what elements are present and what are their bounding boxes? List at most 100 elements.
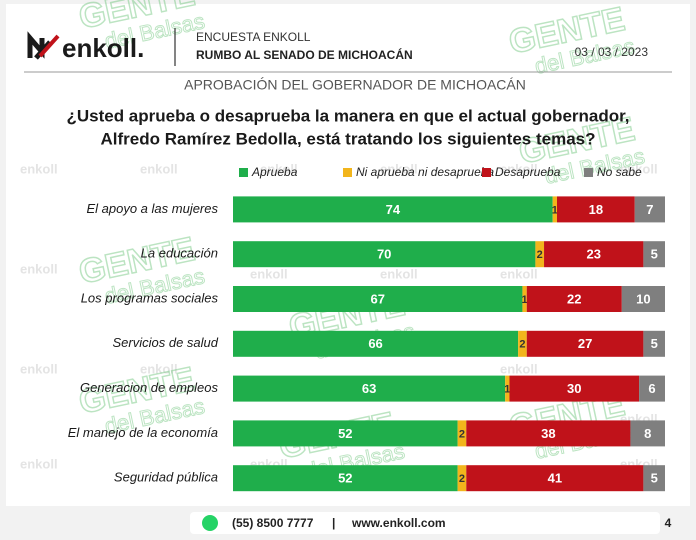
footer-separator: |	[332, 516, 335, 530]
legend-label: Aprueba	[251, 165, 298, 179]
bar-segment	[544, 241, 644, 268]
bar-segment	[233, 196, 553, 223]
data-label: 2	[537, 249, 543, 261]
data-label: 67	[370, 291, 384, 306]
category-label: La educación	[141, 246, 218, 261]
page-number: 4	[665, 516, 672, 530]
bar-segment	[557, 196, 635, 223]
chart-subtitle: APROBACIÓN DEL GOBERNADOR DE MICHOACÁN	[184, 77, 526, 93]
chart-title: Alfredo Ramírez Bedolla, está tratando l…	[100, 129, 595, 148]
background-watermark: enkoll	[20, 161, 58, 176]
background-watermark: enkoll	[380, 266, 418, 281]
footer-phone: (55) 8500 7777	[232, 516, 314, 530]
background-watermark: enkoll	[260, 161, 298, 176]
category-label: Generacion de empleos	[80, 380, 219, 395]
legend-label: Ni aprueba ni desaprueba	[356, 165, 494, 179]
data-label: 1	[552, 204, 558, 216]
background-watermark: enkoll	[500, 266, 538, 281]
data-label: 23	[586, 247, 600, 262]
data-label: 74	[386, 202, 401, 217]
bar-segment	[526, 286, 622, 312]
chart: Aprueba Ni aprueba ni desaprueba Desaprueb…	[68, 165, 665, 492]
category-label: El manejo de la economía	[68, 425, 218, 440]
date: 03 / 03 / 2023	[575, 45, 649, 59]
data-label: 52	[338, 471, 352, 486]
survey-topic: RUMBO AL SENADO DE MICHOACÁN	[196, 47, 413, 62]
bar-segment	[639, 375, 665, 402]
background-watermark: enkoll	[250, 266, 288, 281]
bar-segment	[643, 241, 665, 268]
logo-accent	[38, 34, 60, 58]
background-watermark: enkoll	[380, 161, 418, 176]
legend-swatch	[343, 168, 352, 177]
bar-segment	[634, 196, 665, 223]
background-watermark: enkoll	[20, 361, 58, 376]
data-label: 5	[651, 247, 658, 262]
bar-segment	[457, 420, 467, 447]
data-label: 5	[651, 471, 658, 486]
bar-segment	[518, 330, 527, 357]
background-watermark: enkoll	[140, 361, 178, 376]
footer-bar	[190, 512, 660, 534]
data-label: 1	[504, 384, 510, 396]
bar-segment	[466, 420, 631, 447]
data-label: 63	[362, 381, 376, 396]
bar-segment	[535, 241, 545, 268]
data-label: 5	[651, 336, 658, 351]
background-watermark: enkoll	[500, 161, 538, 176]
data-label: 18	[589, 202, 603, 217]
chart-title: ¿Usted aprueba o desaprueba la manera en…	[66, 106, 629, 125]
data-label: 1	[522, 294, 528, 306]
legend-swatch	[482, 168, 491, 177]
category-label: El apoyo a las mujeres	[86, 201, 218, 216]
bar-segment	[509, 375, 640, 402]
legend-label: No sabe	[597, 165, 642, 179]
legend-swatch	[239, 168, 248, 177]
data-label: 27	[578, 336, 592, 351]
background-watermark: enkoll	[500, 361, 538, 376]
bar-segment	[552, 196, 557, 223]
data-label: 66	[368, 336, 382, 351]
bar-segment	[630, 420, 665, 447]
background-watermark: enkoll	[620, 161, 658, 176]
background-watermark: enkoll	[20, 456, 58, 471]
survey-name: ENCUESTA ENKOLL	[196, 30, 311, 44]
bar-segment	[233, 286, 523, 312]
background-watermark: enkoll	[20, 261, 58, 276]
data-label: 2	[459, 428, 465, 440]
bar-segment	[233, 375, 506, 402]
legend-label: Desaprueba	[495, 165, 561, 179]
category-label: Servicios de salud	[113, 335, 219, 350]
whatsapp-icon	[202, 515, 218, 531]
bar-segment	[643, 330, 665, 357]
logo: enkoll.	[62, 33, 144, 63]
data-label: 8	[644, 426, 651, 441]
bar-segment	[233, 420, 458, 447]
data-label: 2	[519, 339, 525, 351]
category-label: Seguridad pública	[114, 470, 218, 485]
bar-segment	[643, 465, 665, 492]
footer-web: www.enkoll.com	[351, 516, 446, 530]
data-label: 22	[567, 291, 581, 306]
data-label: 30	[567, 381, 581, 396]
bar-segment	[621, 286, 665, 312]
data-label: 7	[646, 202, 653, 217]
legend-swatch	[584, 168, 593, 177]
bar-segment	[526, 330, 644, 357]
data-label: 70	[377, 247, 391, 262]
data-label: 6	[648, 381, 655, 396]
data-label: 52	[338, 426, 352, 441]
data-label: 38	[541, 426, 555, 441]
data-label: 41	[548, 471, 562, 486]
data-label: 2	[459, 473, 465, 485]
bar-segment	[466, 465, 644, 492]
data-label: 10	[636, 291, 650, 306]
bar-segment	[233, 241, 536, 268]
background-watermark: enkoll	[140, 161, 178, 176]
category-label: Los programas sociales	[81, 290, 219, 305]
bar-segment	[233, 330, 519, 357]
bar-segment	[505, 375, 510, 402]
bar-segment	[522, 286, 527, 312]
